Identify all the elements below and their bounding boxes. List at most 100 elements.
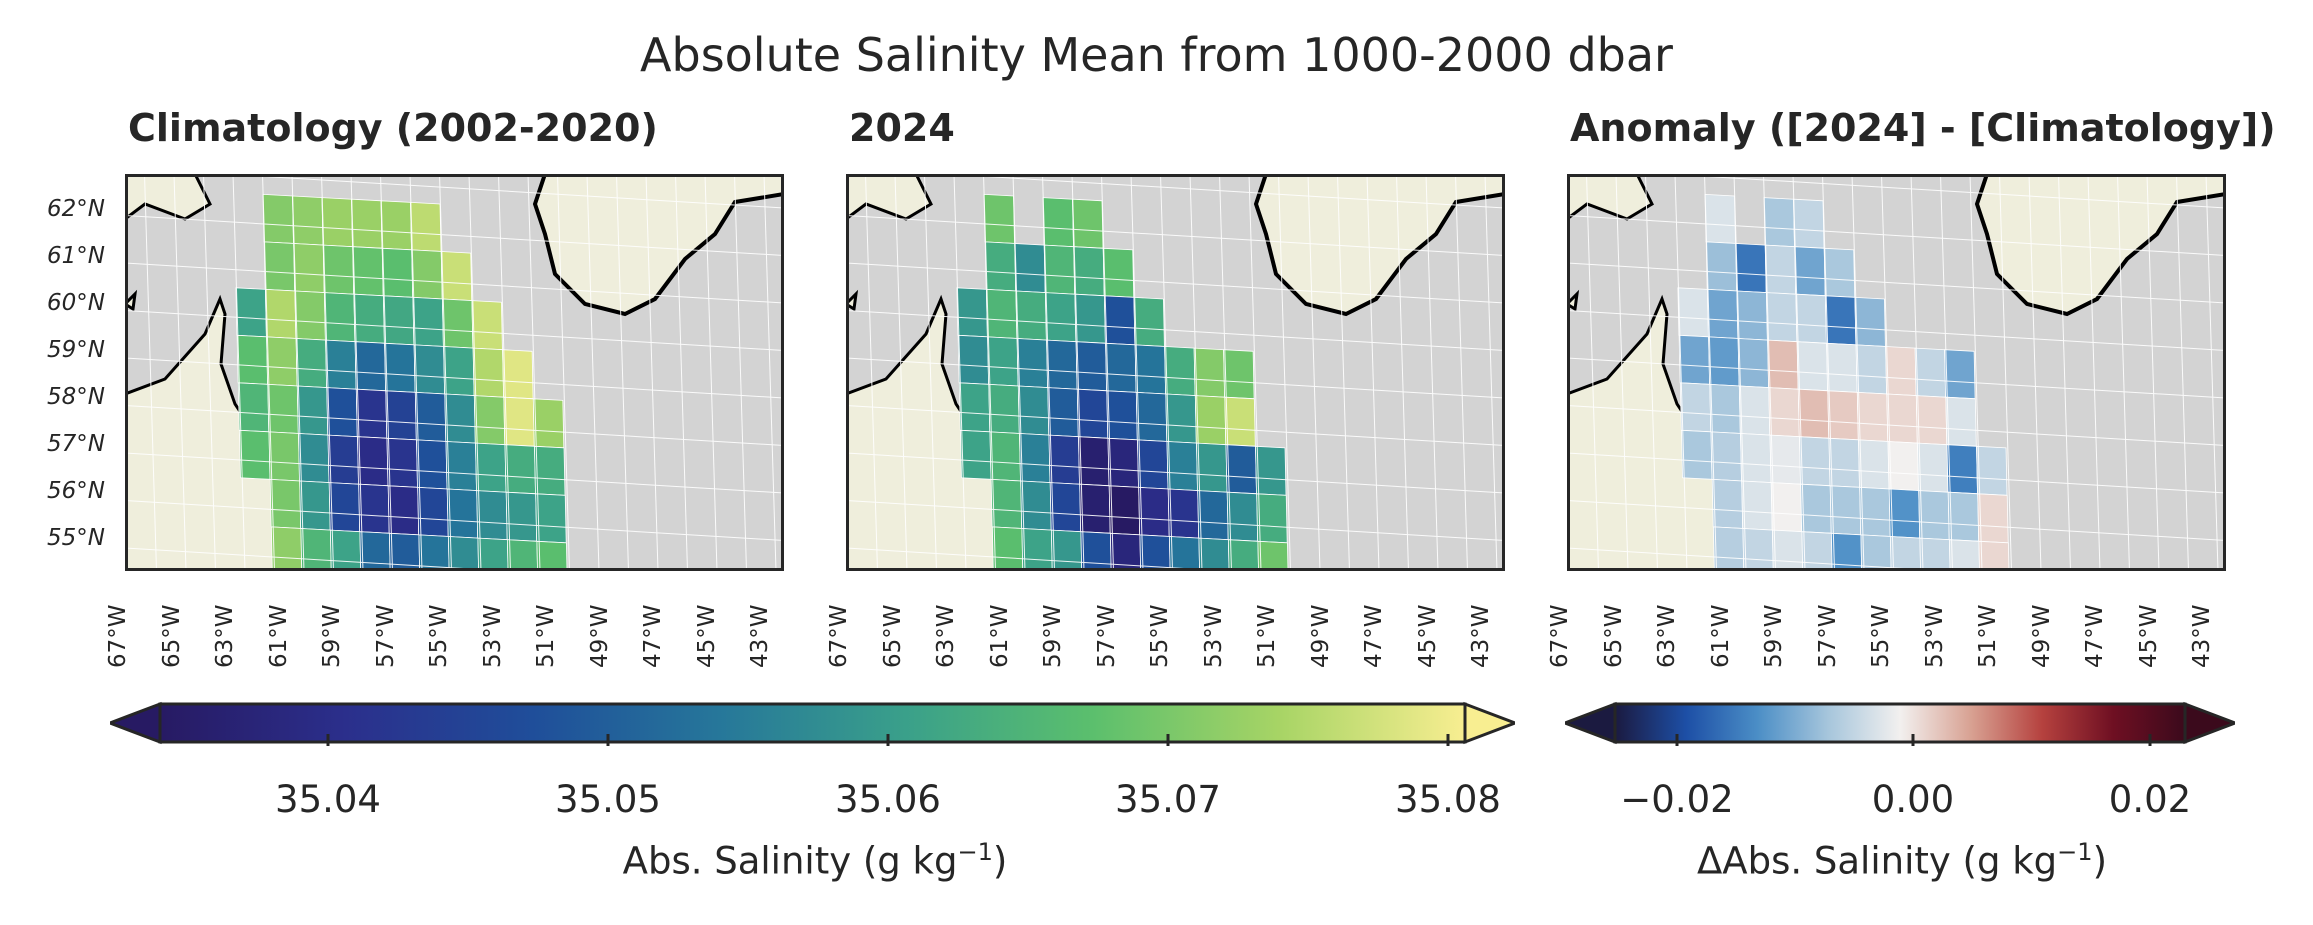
grid-cell [1945,396,1977,447]
grid-cell [380,200,412,251]
grid-cell [1711,478,1744,529]
grid-cell [1047,387,1079,438]
meridian-line [1615,174,1629,571]
meridian-line [1455,174,1468,571]
parallel-line [125,452,784,494]
grid-cell [1193,347,1226,398]
colorbar-tick-label: 35.05 [555,778,661,821]
grid-cell [299,480,331,531]
meridian-line [586,174,600,571]
parallel-line [846,500,1505,541]
grid-cell [1944,349,1976,400]
grid-cell [958,382,991,433]
grid-cell [1858,439,1890,490]
meridian-line [645,174,659,571]
grid-cell [322,244,355,295]
meridian-line [1219,174,1232,571]
lon-tick-label: 67°W [105,604,131,668]
grid-cell [235,287,267,338]
grid-cell [1049,482,1082,533]
grid-cell [1948,539,1980,571]
grid-cell [381,247,414,298]
grid-cell [410,201,442,252]
lon-tick-label: 57°W [1093,604,1120,668]
grid-cell [1763,197,1795,248]
meridian-line [763,174,777,571]
meridian-line [262,174,275,571]
grid-cell [1917,442,1949,493]
lon-tick-label: 47°W [2082,604,2108,668]
meridian-line [1366,174,1380,571]
grid-cell [262,193,294,244]
map-frame [125,174,784,571]
meridian-line [1851,174,1865,571]
grid-cell [1223,349,1255,400]
grid-cell [237,382,270,433]
colorbar-gradient [1613,702,2187,744]
grid-cell [1856,391,1889,442]
grid-cell [960,429,992,480]
meridian-line [1999,174,2012,571]
grid-cell [1915,395,1948,446]
lon-tick-label: 63°W [933,604,959,668]
grid-cell [385,390,417,441]
meridian-line [2117,174,2130,571]
parallel-line [846,405,1505,446]
grid-cell [269,478,302,529]
grid-cell [444,393,476,444]
grid-cell [267,383,299,434]
grid-cell [386,437,418,488]
grid-cell [1107,437,1139,488]
lat-tick-label: 60°N [47,290,105,316]
grid-cell [1020,480,1052,531]
grid-cell [1046,339,1078,390]
grid-cell [1827,390,1859,441]
grid-cell [504,444,536,495]
grid-cell [1886,393,1918,444]
grid-cell [1741,480,1773,531]
grid-cell [327,434,359,485]
grid-cell [505,491,538,542]
grid-cell [477,537,509,571]
grid-cell [957,334,990,385]
lon-tick-label: 49°W [1307,604,1334,668]
grid-cell [1198,537,1230,571]
grid-cell [294,290,326,341]
lon-tick-label: 59°W [319,604,345,668]
lon-tick-label: 55°W [1868,604,1894,668]
grid-cell [1015,290,1047,341]
map-frame [846,174,1505,571]
grid-cell [1742,528,1774,571]
grid-cell [1889,536,1921,571]
grid-cell [1976,445,2008,496]
grid-cell [1256,493,1288,544]
meridian-line [983,174,996,571]
grid-cell [1914,347,1947,398]
map-frame [1567,174,2226,571]
grid-cell [1885,346,1917,396]
grid-cell [1102,247,1135,298]
meridian-line [380,174,393,571]
meridian-line [1910,174,1924,571]
salinity-colorbar-label: Abs. Salinity (g kg−1) [622,838,1008,883]
lon-tick-label: 47°W [640,604,666,668]
grid-cell [1977,493,2009,544]
lon-tick-label: 63°W [212,604,238,668]
grid-cell [1042,197,1074,248]
grid-cell [1014,243,1046,293]
meridian-line [409,174,423,571]
colorbar-min-extend [110,701,162,745]
lon-tick-label: 47°W [1361,604,1387,668]
lat-tick-label: 55°N [47,525,105,551]
panel-title-anomaly: Anomaly ([2024] - [Climatology]) [1570,106,2276,150]
parallel-line [1567,500,2226,541]
meridian-line [1189,174,1203,571]
grid-cell [1764,244,1797,295]
grid-cell [503,396,535,447]
parallel-line [125,215,784,256]
meridian-line [144,174,157,571]
lon-tick-label: 53°W [479,604,506,668]
meridian-line [1586,174,1599,571]
grid-cell [475,442,507,493]
